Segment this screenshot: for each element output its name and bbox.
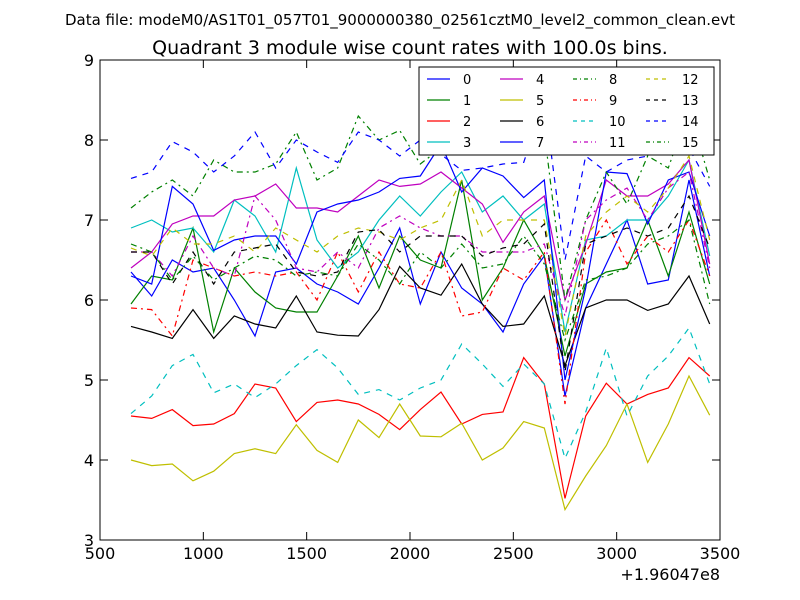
y-tick-label: 9 [84,51,94,70]
x-tick-label: 1500 [286,544,327,563]
y-tick-label: 4 [84,451,94,470]
series-line-3 [130,158,711,333]
y-tick-label: 6 [84,291,94,310]
series-line-9 [130,218,711,405]
legend-label-10: 10 [609,115,626,130]
x-tick-label: 2000 [390,544,431,563]
x-tick-label: 2500 [493,544,534,563]
legend-label-1: 1 [463,94,471,109]
suptitle: Data file: modeM0/AS1T01_057T01_90000003… [65,11,735,30]
series-line-5 [130,374,711,512]
legend-label-0: 0 [463,73,471,88]
series-line-8 [130,106,711,301]
legend-label-7: 7 [536,136,544,151]
series-line-12 [130,154,711,337]
x-tick-label: 1000 [183,544,224,563]
series-layer [130,99,711,512]
legend-label-11: 11 [609,136,626,151]
x-tick-label: 3500 [700,544,741,563]
x-tick-label: 500 [85,544,116,563]
chart-title: Quadrant 3 module wise count rates with … [152,37,668,59]
series-line-10 [130,326,711,461]
x-offset-label: +1.96047e8 [620,565,720,584]
legend-label-2: 2 [463,115,471,130]
series-line-11 [131,170,711,317]
series-line-13 [131,194,711,373]
series-line-15 [130,218,711,343]
legend-label-13: 13 [682,94,699,109]
x-tick-label: 3000 [596,544,637,563]
legend-label-3: 3 [463,136,471,151]
series-line-7 [130,142,711,381]
legend-box [418,66,715,156]
y-tick-label: 7 [84,211,94,230]
legend-label-6: 6 [536,115,544,130]
axis-ticks: 500 1000 1500 2000 2500 3000 3500 3 4 5 6 7 8 9 [84,51,741,563]
legend-label-5: 5 [536,94,544,109]
series-line-1 [130,179,711,357]
series-line-4 [130,158,711,303]
legend-label-9: 9 [609,94,617,109]
series-line-6 [130,262,711,368]
legend-label-15: 15 [682,136,699,151]
series-line-2 [130,356,711,499]
legend-label-12: 12 [682,73,699,88]
y-tick-label: 8 [84,131,94,150]
legend-label-8: 8 [609,73,617,88]
legend-label-14: 14 [682,115,699,130]
y-tick-label: 3 [84,531,94,550]
legend-label-4: 4 [536,73,544,88]
y-tick-label: 5 [84,371,94,390]
